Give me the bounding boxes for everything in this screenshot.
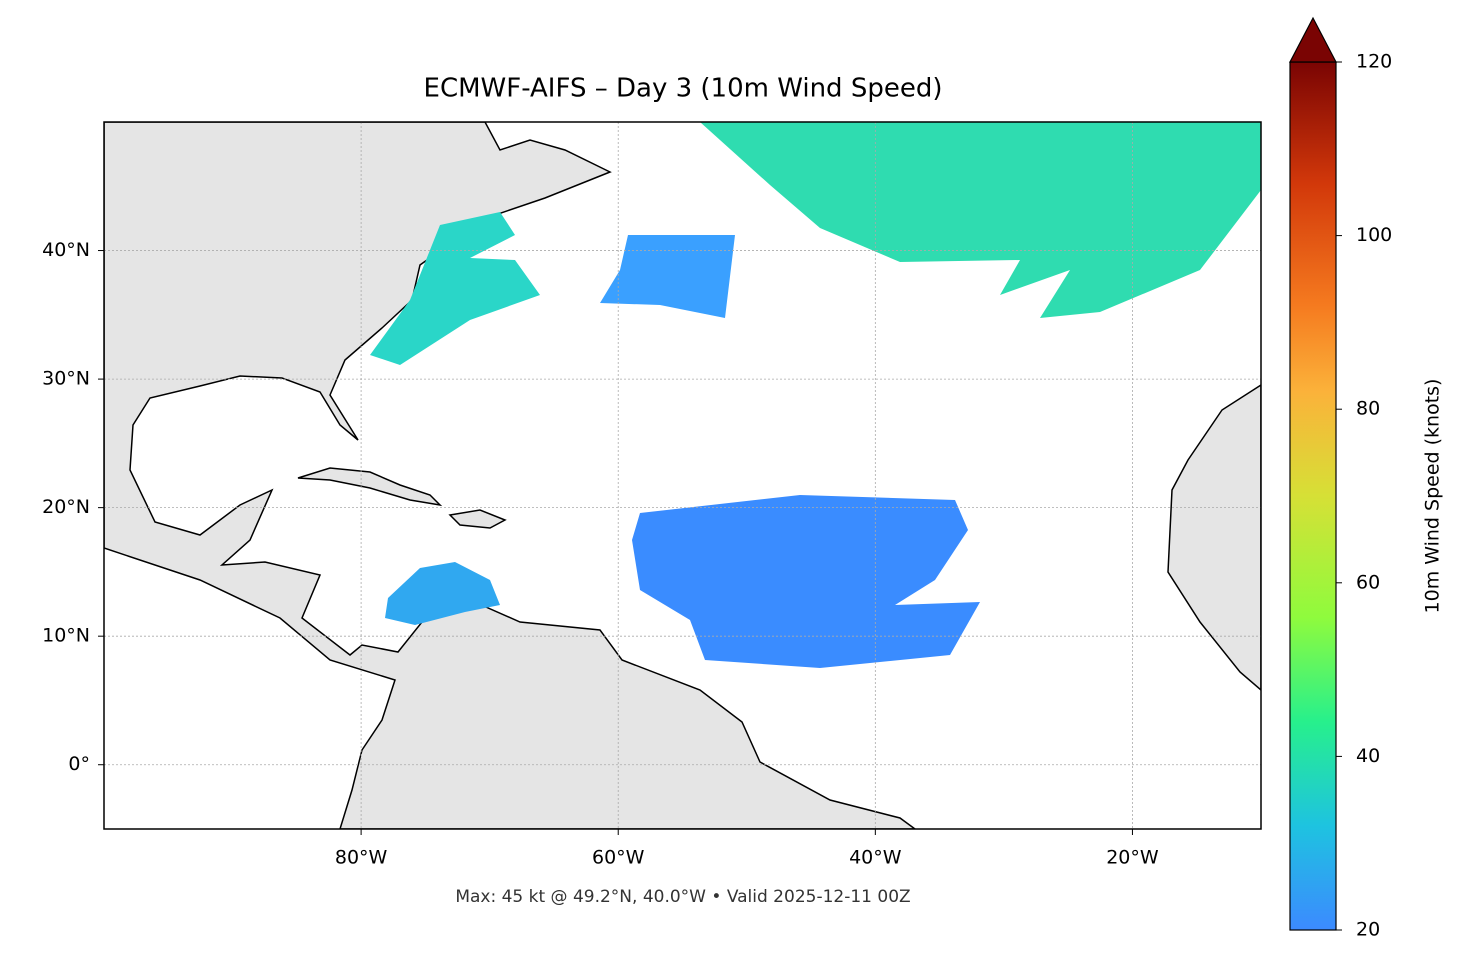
y-tick-label: 10°N [42, 625, 90, 647]
africa [1167, 384, 1261, 691]
map-layer [104, 122, 1261, 829]
x-tick-label: 40°W [849, 847, 902, 869]
cuba [297, 467, 443, 507]
grid-layer [104, 122, 1261, 829]
y-tick-label: 20°N [42, 496, 90, 518]
colorbar-label: 10m Wind Speed (knots) [1422, 379, 1444, 614]
y-tick-label: 40°N [42, 239, 90, 261]
x-tick-label: 80°W [335, 847, 388, 869]
x-tick-label: 20°W [1106, 847, 1159, 869]
colorbar-tick-label: 100 [1356, 224, 1392, 246]
colorbar-tick-label: 60 [1356, 571, 1380, 593]
x-tick-label: 60°W [592, 847, 645, 869]
wind-field [600, 235, 735, 318]
colorbar-tick-label: 80 [1356, 398, 1380, 420]
y-tick-label: 0° [68, 753, 90, 775]
wind-field [632, 495, 980, 668]
wind-field [700, 122, 1261, 318]
y-tick-label: 30°N [42, 368, 90, 390]
colorbar-tick-label: 20 [1356, 919, 1380, 941]
hispaniola [448, 509, 507, 529]
colorbar [1289, 61, 1337, 931]
chart-title: ECMWF-AIFS – Day 3 (10m Wind Speed) [424, 74, 943, 104]
footnote: Max: 45 kt @ 49.2°N, 40.0°W • Valid 2025… [455, 887, 910, 907]
map-frame [103, 121, 1262, 830]
colorbar-extend [1289, 16, 1337, 63]
wind-field [385, 562, 500, 625]
colorbar-tick-label: 120 [1356, 51, 1392, 73]
north-america [104, 122, 917, 829]
wind-field [370, 212, 540, 365]
colorbar-tick-label: 40 [1356, 745, 1380, 767]
